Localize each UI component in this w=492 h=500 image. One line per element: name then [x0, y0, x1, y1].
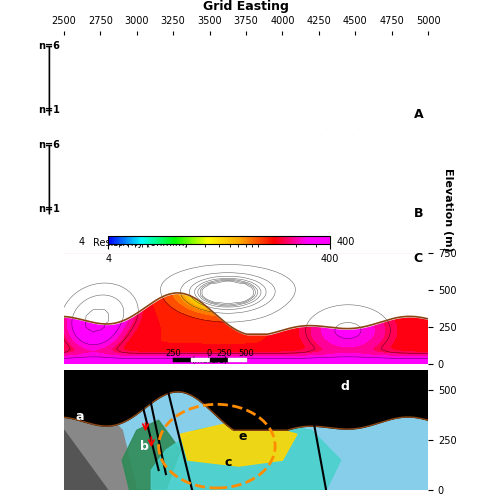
Text: n=1: n=1 — [38, 204, 61, 214]
Polygon shape — [64, 370, 428, 430]
Text: (meters): (meters) — [191, 356, 228, 365]
Text: B: B — [413, 206, 423, 220]
Polygon shape — [152, 420, 340, 490]
Text: n=6: n=6 — [38, 140, 61, 149]
Text: b: b — [140, 440, 149, 453]
Text: c: c — [224, 456, 232, 469]
Text: 250: 250 — [216, 348, 232, 358]
Text: n=1: n=1 — [38, 105, 61, 115]
Text: 0: 0 — [207, 348, 212, 358]
Text: D: D — [413, 372, 424, 386]
Text: 250: 250 — [165, 348, 181, 358]
Polygon shape — [64, 430, 108, 490]
Text: e: e — [239, 430, 247, 443]
Text: Elevation (m): Elevation (m) — [443, 168, 453, 252]
Text: Resistivity (ohm.m): Resistivity (ohm.m) — [93, 238, 188, 248]
Text: d: d — [340, 380, 349, 394]
Text: 400: 400 — [337, 238, 355, 248]
Polygon shape — [181, 424, 297, 466]
Text: a: a — [76, 410, 84, 424]
Text: n=6: n=6 — [38, 41, 61, 51]
Text: 500: 500 — [238, 348, 254, 358]
X-axis label: Grid Easting: Grid Easting — [203, 0, 289, 14]
Text: C: C — [413, 252, 423, 265]
Text: 4: 4 — [79, 238, 85, 248]
Text: A: A — [413, 108, 423, 121]
Polygon shape — [64, 390, 137, 490]
Polygon shape — [122, 420, 181, 490]
